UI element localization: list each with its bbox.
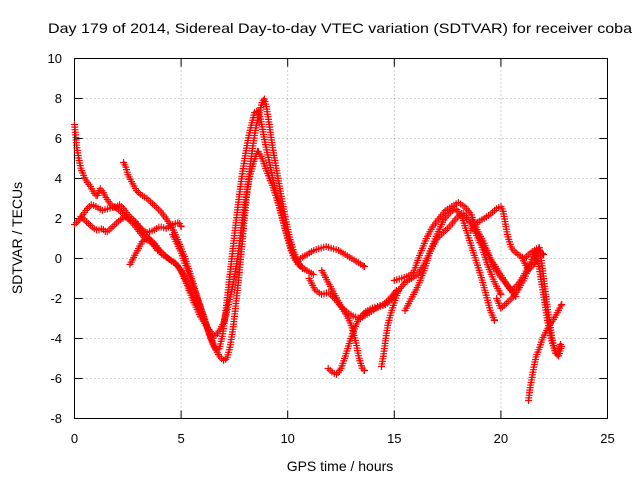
data-point xyxy=(309,271,317,278)
x-tick-label: 0 xyxy=(71,431,78,446)
y-tick-label: -4 xyxy=(50,331,62,346)
data-point xyxy=(177,223,185,230)
series-6 xyxy=(169,107,317,354)
data-series xyxy=(71,95,566,404)
y-tick-label: 2 xyxy=(55,211,62,226)
tick-marks xyxy=(74,58,608,419)
data-point xyxy=(497,291,505,298)
y-tick-label: 8 xyxy=(55,91,62,106)
data-point xyxy=(557,302,565,310)
data-point xyxy=(525,265,533,272)
series-16 xyxy=(525,301,566,404)
y-tick-label: 4 xyxy=(55,171,62,186)
series-10 xyxy=(324,287,400,378)
data-point xyxy=(497,304,505,312)
series-17 xyxy=(518,244,566,360)
x-tick-label: 25 xyxy=(600,431,614,446)
y-tick-label: -6 xyxy=(50,371,62,386)
x-tick-label: 20 xyxy=(494,431,508,446)
x-axis-label: GPS time / hours xyxy=(287,458,394,474)
series-9 xyxy=(318,267,368,374)
x-tick-label: 15 xyxy=(387,431,401,446)
plot-frame xyxy=(74,58,608,419)
x-tick-label: 10 xyxy=(280,431,294,446)
series-7 xyxy=(296,243,368,270)
series-5 xyxy=(120,95,307,364)
data-point xyxy=(558,301,566,308)
data-point xyxy=(360,263,368,270)
data-point xyxy=(496,289,504,297)
data-point xyxy=(360,367,368,374)
series-18 xyxy=(493,265,533,312)
data-point xyxy=(491,317,498,324)
y-axis-label: SDTVAR / TECUs xyxy=(9,182,25,294)
data-point xyxy=(359,262,367,270)
chart-title: Day 179 of 2014, Sidereal Day-to-day VTE… xyxy=(48,20,632,36)
x-tick-label: 5 xyxy=(177,431,184,446)
series-13 xyxy=(401,205,498,324)
data-point xyxy=(558,343,566,350)
y-tick-label: 10 xyxy=(48,51,62,66)
y-tick-label: -8 xyxy=(50,411,62,426)
y-tick-label: 6 xyxy=(55,131,62,146)
y-tick-label: -2 xyxy=(50,291,62,306)
series-2 xyxy=(71,201,185,236)
y-tick-label: 0 xyxy=(55,251,62,266)
